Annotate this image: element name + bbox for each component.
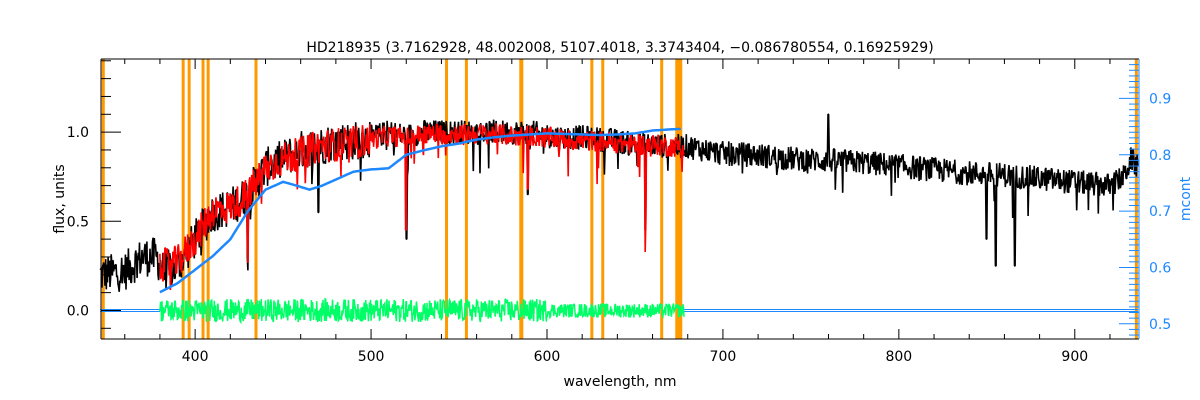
mask-band: [254, 59, 258, 339]
mask-band: [201, 59, 205, 339]
y2-axis-label: mcont: [1178, 176, 1194, 221]
model-flux-line: [159, 123, 685, 291]
mask-band: [181, 59, 185, 339]
chart-title: HD218935 (3.7162928, 48.002008, 5107.401…: [306, 40, 933, 56]
mcont-line: [159, 127, 681, 294]
y-tick-label: 1.0: [67, 125, 89, 141]
x-axis-label: wavelength, nm: [564, 374, 677, 390]
plot-series: [99, 113, 1139, 325]
mask-bands: [101, 59, 1138, 339]
y-tick-label: 0.5: [67, 214, 89, 230]
residual-line: [159, 297, 685, 325]
y-tick-label: 0.0: [67, 303, 89, 319]
mask-band: [206, 59, 210, 339]
mask-band: [101, 59, 105, 339]
x-tick-label: 400: [182, 349, 209, 365]
mask-band: [590, 59, 594, 339]
mask-band: [601, 59, 605, 339]
x-tick-label: 600: [534, 349, 561, 365]
mask-band: [464, 59, 468, 339]
mask-band: [660, 59, 664, 339]
mask-band: [1134, 59, 1138, 339]
mask-band: [445, 59, 449, 339]
x-tick-label: 500: [358, 349, 385, 365]
y2-tick-label: 0.7: [1149, 204, 1171, 220]
x-tick-label: 700: [710, 349, 737, 365]
mask-band: [519, 59, 524, 339]
mask-band: [187, 59, 191, 339]
y2-tick-label: 0.9: [1149, 91, 1171, 107]
x-tick-label: 900: [1061, 349, 1088, 365]
y2-tick-label: 0.6: [1149, 260, 1171, 276]
mask-band: [675, 59, 683, 339]
x-tick-label: 800: [885, 349, 912, 365]
y-axis-label: flux, units: [52, 164, 68, 233]
y2-tick-label: 0.8: [1149, 148, 1171, 164]
y2-tick-label: 0.5: [1149, 317, 1171, 333]
axes: 400 500 600 700 800 900 0.0 0.5 1.0 0.5 0.6 0.7 0.8 0…: [67, 58, 1171, 365]
